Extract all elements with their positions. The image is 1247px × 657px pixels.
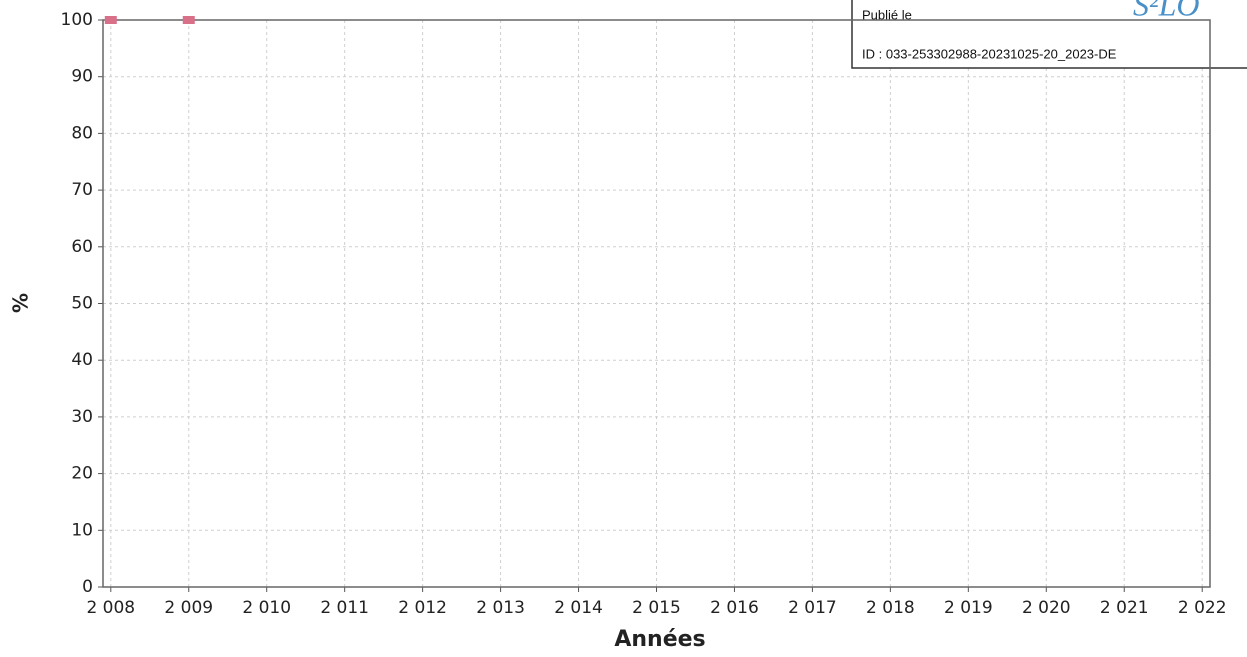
x-axis-label: Années <box>614 627 705 652</box>
x-tick-label: 2 019 <box>944 598 993 618</box>
y-tick-label: 50 <box>71 294 93 314</box>
y-tick-label: 10 <box>71 520 93 540</box>
x-tick-label: 2 012 <box>398 598 447 618</box>
stamp-box <box>851 0 1247 69</box>
x-tick-label: 2 018 <box>866 598 915 618</box>
x-tick-label: 2 014 <box>554 598 603 618</box>
y-tick-label: 20 <box>71 464 93 484</box>
x-tick-label: 2 008 <box>86 598 135 618</box>
y-tick-label: 70 <box>71 180 93 200</box>
x-tick-label: 2 010 <box>242 598 291 618</box>
y-tick-label: 30 <box>71 407 93 427</box>
y-tick-label: 40 <box>71 350 93 370</box>
point <box>182 16 195 24</box>
stamp-text: ID : 033-253302988-20231025-20_2023-DE <box>862 46 1117 61</box>
x-tick-label: 2 017 <box>788 598 837 618</box>
x-tick-label: 2 013 <box>476 598 525 618</box>
x-tick-label: 2 015 <box>632 598 681 618</box>
x-tick-label: 2 021 <box>1100 598 1149 618</box>
y-tick-label: 100 <box>61 10 93 30</box>
y-tick-label: 90 <box>71 67 93 87</box>
x-tick-label: 2 011 <box>320 598 369 618</box>
x-tick-label: 2 022 <box>1178 598 1227 618</box>
plot-frame <box>102 19 1211 588</box>
x-tick-label: 2 016 <box>710 598 759 618</box>
y-tick-label: 80 <box>71 123 93 143</box>
stamp-logo: S²LO <box>1133 0 1200 22</box>
y-tick-label: 0 <box>82 577 93 597</box>
y-tick-label: 60 <box>71 237 93 257</box>
point <box>104 16 117 24</box>
x-tick-label: 2 020 <box>1022 598 1071 618</box>
x-tick-label: 2 009 <box>164 598 213 618</box>
y-axis-label: % <box>9 293 33 313</box>
stamp-text: Publié le <box>862 7 912 22</box>
